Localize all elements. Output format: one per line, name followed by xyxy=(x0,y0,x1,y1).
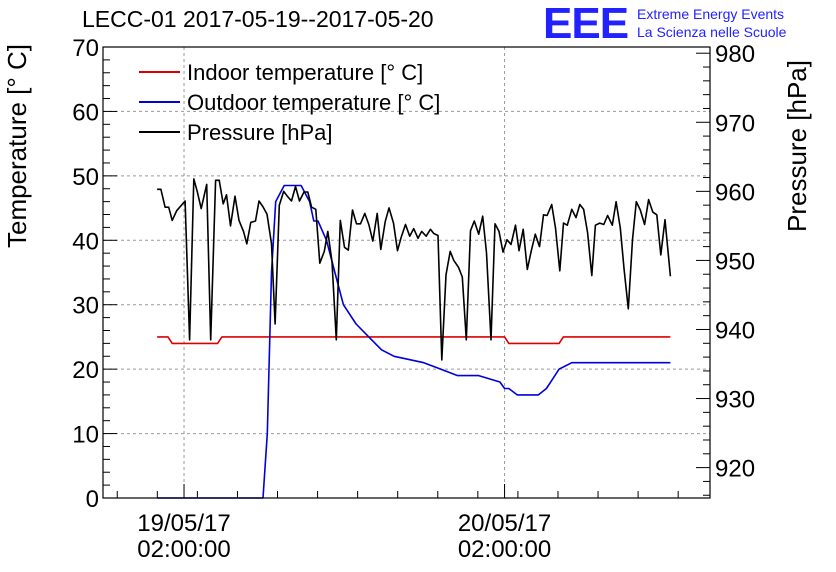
y-tick-label: 70 xyxy=(72,35,99,62)
series-line-1 xyxy=(157,336,671,345)
y2-axis-label: Pressure [hPa] xyxy=(782,60,812,232)
y-tick-label: 60 xyxy=(72,99,99,126)
y2-tick-label: 940 xyxy=(715,317,755,344)
legend-label-2: Outdoor temperature [° C] xyxy=(187,90,440,115)
grid xyxy=(103,47,710,498)
y-tick-label: 30 xyxy=(72,293,99,320)
legend-label-3: Pressure [hPa] xyxy=(187,120,333,145)
y-tick-label: 40 xyxy=(72,228,99,255)
y2-tick-label: 960 xyxy=(715,179,755,206)
eee-logo: EEE xyxy=(543,0,629,48)
y-tick-label: 50 xyxy=(72,164,99,191)
x-tick-label-date: 19/05/17 xyxy=(137,510,230,537)
brand-line-2: La Scienza nelle Scuole xyxy=(637,24,787,40)
x-tick-label-time: 02:00:00 xyxy=(458,536,551,563)
x-tick-label-date: 20/05/17 xyxy=(458,510,551,537)
y2-tick-label: 980 xyxy=(715,41,755,68)
series-line-2 xyxy=(157,184,671,499)
axes: 0 10 20 30 40 50 60 70 920 930 940 950 960 970 980 19/0… xyxy=(72,35,755,563)
y2-tick-label: 930 xyxy=(715,387,755,414)
y2-tick-label: 950 xyxy=(715,248,755,275)
y2-tick-label: 970 xyxy=(715,110,755,137)
series-line-3 xyxy=(157,178,672,361)
brand-line-1: Extreme Energy Events xyxy=(637,6,785,22)
legend-label-1: Indoor temperature [° C] xyxy=(187,60,423,85)
y-tick-label: 10 xyxy=(72,422,99,449)
y2-tick-label: 920 xyxy=(715,456,755,483)
plot-frame xyxy=(102,46,711,499)
chart-title: LECC-01 2017-05-19--2017-05-20 xyxy=(82,6,434,32)
x-tick-label-time: 02:00:00 xyxy=(137,536,230,563)
legend: Indoor temperature [° C] Outdoor temperat… xyxy=(139,60,440,145)
series-group xyxy=(157,178,672,499)
y-tick-label: 0 xyxy=(86,486,99,513)
y-tick-label: 20 xyxy=(72,357,99,384)
y-axis-label: Temperature [° C] xyxy=(2,44,32,248)
